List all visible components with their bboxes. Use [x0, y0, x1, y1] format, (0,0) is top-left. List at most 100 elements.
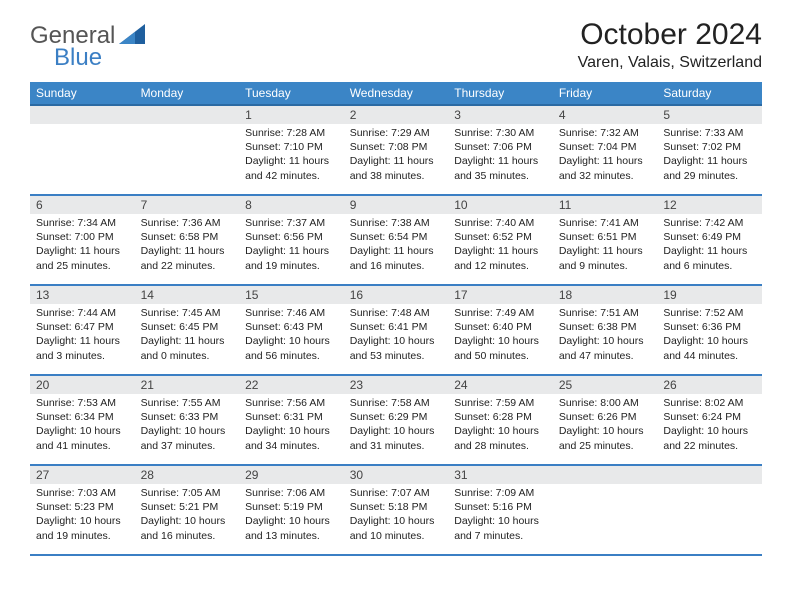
- day-header: Tuesday: [239, 82, 344, 105]
- day-number: 3: [448, 106, 553, 124]
- day-details: Sunrise: 7:34 AMSunset: 7:00 PMDaylight:…: [30, 214, 135, 277]
- day-number: 9: [344, 196, 449, 214]
- day-cell: [135, 105, 240, 195]
- day-number: 20: [30, 376, 135, 394]
- day-number: 25: [553, 376, 658, 394]
- day-number: 8: [239, 196, 344, 214]
- day-number: 15: [239, 286, 344, 304]
- day-number: 7: [135, 196, 240, 214]
- day-details: Sunrise: 7:37 AMSunset: 6:56 PMDaylight:…: [239, 214, 344, 277]
- day-header: Friday: [553, 82, 658, 105]
- day-number: 6: [30, 196, 135, 214]
- day-number: 2: [344, 106, 449, 124]
- day-details: Sunrise: 7:59 AMSunset: 6:28 PMDaylight:…: [448, 394, 553, 457]
- day-header: Monday: [135, 82, 240, 105]
- day-details: Sunrise: 7:46 AMSunset: 6:43 PMDaylight:…: [239, 304, 344, 367]
- day-details: Sunrise: 7:07 AMSunset: 5:18 PMDaylight:…: [344, 484, 449, 547]
- day-cell: 23Sunrise: 7:58 AMSunset: 6:29 PMDayligh…: [344, 375, 449, 465]
- day-number: 24: [448, 376, 553, 394]
- day-number: 29: [239, 466, 344, 484]
- day-number: 14: [135, 286, 240, 304]
- day-cell: 3Sunrise: 7:30 AMSunset: 7:06 PMDaylight…: [448, 105, 553, 195]
- day-details: Sunrise: 7:29 AMSunset: 7:08 PMDaylight:…: [344, 124, 449, 187]
- day-number: 1: [239, 106, 344, 124]
- day-cell: 5Sunrise: 7:33 AMSunset: 7:02 PMDaylight…: [657, 105, 762, 195]
- day-details: Sunrise: 7:42 AMSunset: 6:49 PMDaylight:…: [657, 214, 762, 277]
- day-details: Sunrise: 7:09 AMSunset: 5:16 PMDaylight:…: [448, 484, 553, 547]
- day-number: 12: [657, 196, 762, 214]
- day-number: [30, 106, 135, 124]
- day-details: Sunrise: 7:33 AMSunset: 7:02 PMDaylight:…: [657, 124, 762, 187]
- day-cell: 17Sunrise: 7:49 AMSunset: 6:40 PMDayligh…: [448, 285, 553, 375]
- day-number: [553, 466, 658, 484]
- day-number: 27: [30, 466, 135, 484]
- day-details: Sunrise: 7:40 AMSunset: 6:52 PMDaylight:…: [448, 214, 553, 277]
- day-cell: [553, 465, 658, 555]
- day-details: Sunrise: 7:32 AMSunset: 7:04 PMDaylight:…: [553, 124, 658, 187]
- day-number: 17: [448, 286, 553, 304]
- week-row: 27Sunrise: 7:03 AMSunset: 5:23 PMDayligh…: [30, 465, 762, 555]
- day-cell: 11Sunrise: 7:41 AMSunset: 6:51 PMDayligh…: [553, 195, 658, 285]
- calendar-table: SundayMondayTuesdayWednesdayThursdayFrid…: [30, 82, 762, 556]
- day-cell: 15Sunrise: 7:46 AMSunset: 6:43 PMDayligh…: [239, 285, 344, 375]
- day-number: 26: [657, 376, 762, 394]
- brand-logo: General Blue: [30, 22, 145, 50]
- week-row: 6Sunrise: 7:34 AMSunset: 7:00 PMDaylight…: [30, 195, 762, 285]
- day-number: 16: [344, 286, 449, 304]
- day-number: 28: [135, 466, 240, 484]
- day-cell: 25Sunrise: 8:00 AMSunset: 6:26 PMDayligh…: [553, 375, 658, 465]
- day-cell: 13Sunrise: 7:44 AMSunset: 6:47 PMDayligh…: [30, 285, 135, 375]
- day-number: 10: [448, 196, 553, 214]
- day-details: Sunrise: 7:55 AMSunset: 6:33 PMDaylight:…: [135, 394, 240, 457]
- day-cell: 21Sunrise: 7:55 AMSunset: 6:33 PMDayligh…: [135, 375, 240, 465]
- day-header: Wednesday: [344, 82, 449, 105]
- day-details: Sunrise: 7:51 AMSunset: 6:38 PMDaylight:…: [553, 304, 658, 367]
- location-text: Varen, Valais, Switzerland: [578, 54, 762, 72]
- day-cell: 1Sunrise: 7:28 AMSunset: 7:10 PMDaylight…: [239, 105, 344, 195]
- day-details: Sunrise: 7:58 AMSunset: 6:29 PMDaylight:…: [344, 394, 449, 457]
- calendar-page: General Blue October 2024 Varen, Valais,…: [0, 0, 792, 576]
- day-number: 30: [344, 466, 449, 484]
- day-cell: 12Sunrise: 7:42 AMSunset: 6:49 PMDayligh…: [657, 195, 762, 285]
- brand-triangle-icon: [119, 24, 145, 49]
- day-cell: 26Sunrise: 8:02 AMSunset: 6:24 PMDayligh…: [657, 375, 762, 465]
- day-number: [657, 466, 762, 484]
- day-details: Sunrise: 7:53 AMSunset: 6:34 PMDaylight:…: [30, 394, 135, 457]
- day-details: Sunrise: 7:05 AMSunset: 5:21 PMDaylight:…: [135, 484, 240, 547]
- day-cell: [657, 465, 762, 555]
- day-number: 22: [239, 376, 344, 394]
- day-details: Sunrise: 7:49 AMSunset: 6:40 PMDaylight:…: [448, 304, 553, 367]
- day-details: Sunrise: 7:38 AMSunset: 6:54 PMDaylight:…: [344, 214, 449, 277]
- day-number: 13: [30, 286, 135, 304]
- day-cell: 7Sunrise: 7:36 AMSunset: 6:58 PMDaylight…: [135, 195, 240, 285]
- day-details: Sunrise: 7:03 AMSunset: 5:23 PMDaylight:…: [30, 484, 135, 547]
- day-number: [135, 106, 240, 124]
- day-details: Sunrise: 7:52 AMSunset: 6:36 PMDaylight:…: [657, 304, 762, 367]
- day-header: Saturday: [657, 82, 762, 105]
- day-details: [135, 124, 240, 174]
- day-details: Sunrise: 7:44 AMSunset: 6:47 PMDaylight:…: [30, 304, 135, 367]
- day-details: Sunrise: 8:02 AMSunset: 6:24 PMDaylight:…: [657, 394, 762, 457]
- day-details: Sunrise: 7:41 AMSunset: 6:51 PMDaylight:…: [553, 214, 658, 277]
- day-cell: 24Sunrise: 7:59 AMSunset: 6:28 PMDayligh…: [448, 375, 553, 465]
- day-number: 4: [553, 106, 658, 124]
- day-number: 31: [448, 466, 553, 484]
- day-number: 21: [135, 376, 240, 394]
- week-row: 1Sunrise: 7:28 AMSunset: 7:10 PMDaylight…: [30, 105, 762, 195]
- day-cell: [30, 105, 135, 195]
- day-cell: 18Sunrise: 7:51 AMSunset: 6:38 PMDayligh…: [553, 285, 658, 375]
- day-number: 19: [657, 286, 762, 304]
- day-number: 11: [553, 196, 658, 214]
- day-details: [553, 484, 658, 534]
- day-number: 5: [657, 106, 762, 124]
- day-details: [30, 124, 135, 174]
- day-number: 23: [344, 376, 449, 394]
- day-cell: 6Sunrise: 7:34 AMSunset: 7:00 PMDaylight…: [30, 195, 135, 285]
- day-cell: 4Sunrise: 7:32 AMSunset: 7:04 PMDaylight…: [553, 105, 658, 195]
- day-details: Sunrise: 8:00 AMSunset: 6:26 PMDaylight:…: [553, 394, 658, 457]
- day-cell: 2Sunrise: 7:29 AMSunset: 7:08 PMDaylight…: [344, 105, 449, 195]
- day-details: Sunrise: 7:45 AMSunset: 6:45 PMDaylight:…: [135, 304, 240, 367]
- day-cell: 28Sunrise: 7:05 AMSunset: 5:21 PMDayligh…: [135, 465, 240, 555]
- day-details: Sunrise: 7:28 AMSunset: 7:10 PMDaylight:…: [239, 124, 344, 187]
- day-cell: 16Sunrise: 7:48 AMSunset: 6:41 PMDayligh…: [344, 285, 449, 375]
